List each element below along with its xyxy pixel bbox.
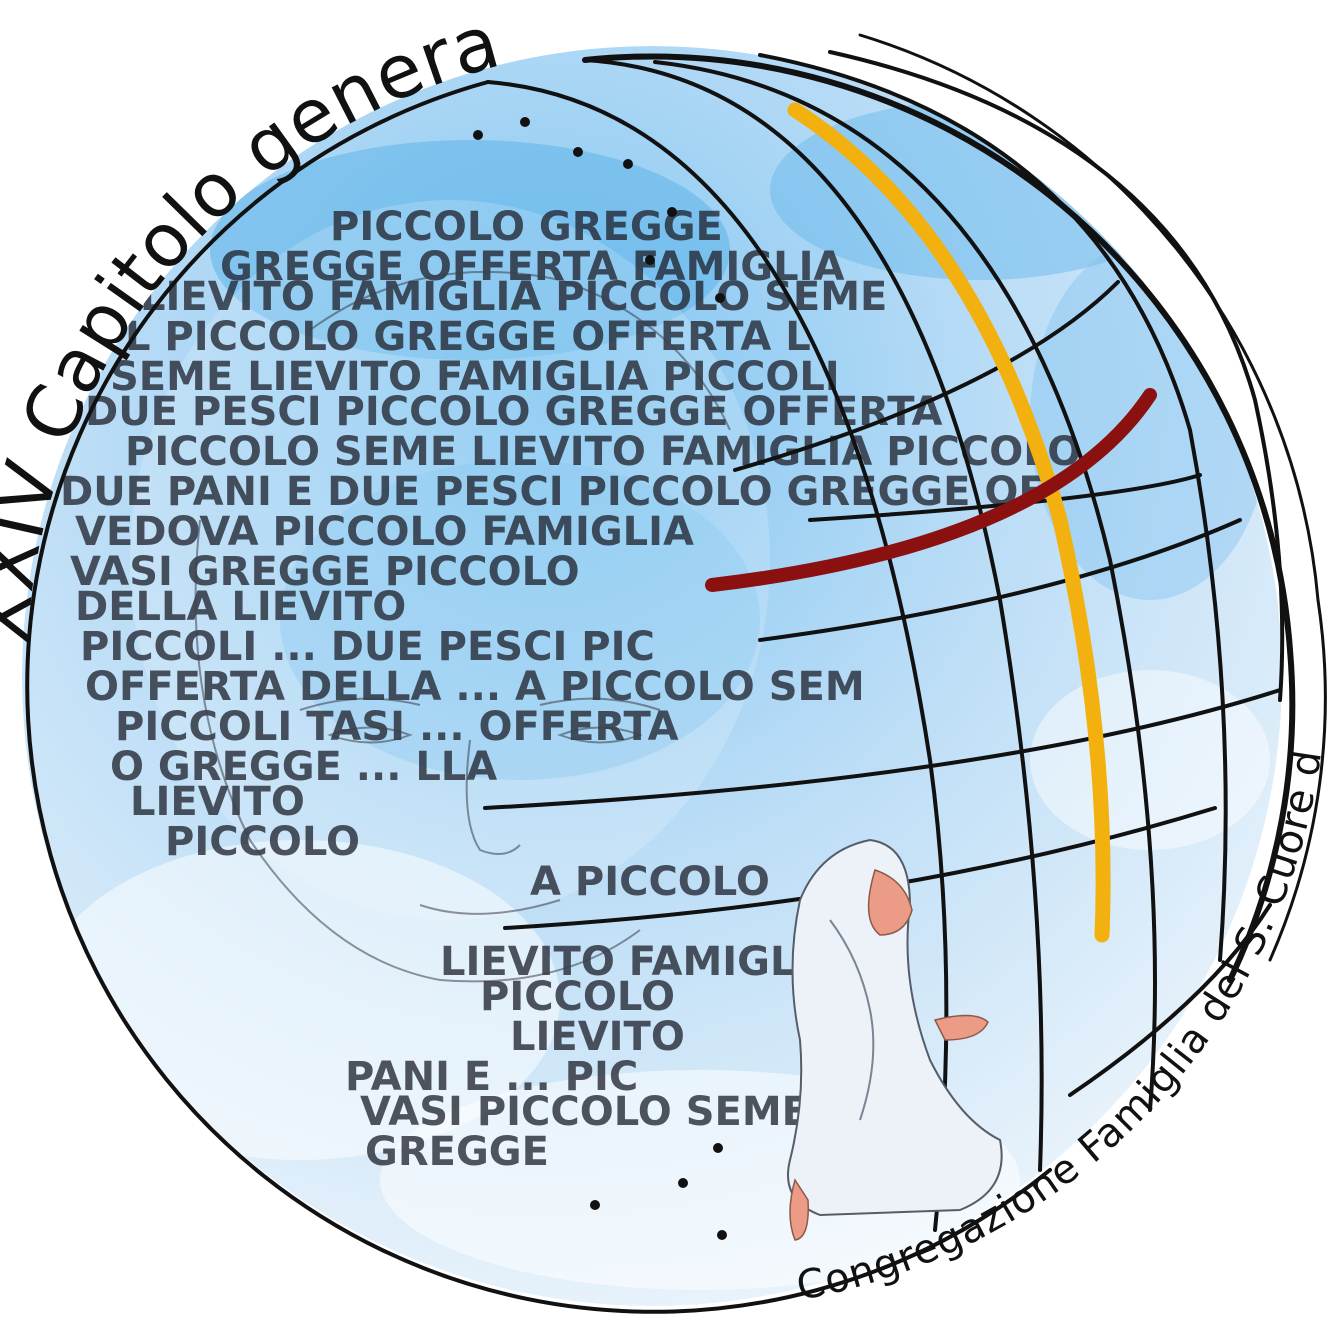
word-line: VASI PICCOLO SEME: [360, 1089, 809, 1135]
word-line: L PICCOLO GREGGE OFFERTA L: [125, 314, 811, 360]
globe-outline: [25, 33, 1327, 1314]
word-line: A PICCOLO: [530, 859, 770, 905]
word-line: LIEVITO: [510, 1014, 685, 1060]
word-line: PICCOLO: [480, 974, 675, 1020]
word-line: SEME LIEVITO FAMIGLIA PICCOLI: [110, 354, 840, 400]
word-line: GREGGE: [365, 1129, 549, 1175]
word-line: DUE PESCI PICCOLO GREGGE OFFERTA: [85, 389, 942, 435]
word-line: O GREGGE ... LLA: [110, 744, 497, 790]
word-line: LIEVITO FAMIGLIA: [440, 939, 841, 985]
word-line: PICCOLO SEME LIEVITO FAMIGLIA PICCOLO: [125, 429, 1081, 475]
word-line: VASI GREGGE PICCOLO: [70, 549, 580, 595]
word-line: PICCOLO GREGGE: [330, 204, 723, 250]
word-line: GREGGE OFFERTA FAMIGLIA: [220, 244, 844, 290]
word-line: LIEVITO: [130, 779, 305, 825]
word-line: DUE PANI E DUE PESCI PICCOLO GREGGE OF: [60, 469, 1046, 515]
dotted-arc: [473, 117, 727, 1240]
word-line: DELLA LIEVITO: [75, 584, 406, 630]
globe-meridians: [486, 50, 1285, 1232]
yellow-arc: [787, 102, 1111, 943]
word-line: VEDOVA PICCOLO FAMIGLIA: [75, 509, 694, 555]
portrait-word-art: PICCOLO GREGGE GREGGE OFFERTA FAMIGLIA L…: [60, 200, 1081, 1175]
globe-sky: [22, 46, 1282, 1306]
word-line: OFFERTA DELLA ... A PICCOLO SEM: [85, 664, 865, 710]
word-line: PANI E ... PIC: [345, 1054, 638, 1100]
praying-figure: [787, 838, 1003, 1241]
word-line: LIEVITO FAMIGLIA PICCOLO SEME: [140, 274, 887, 320]
red-arc: [705, 388, 1157, 592]
word-line: PICCOLI ... DUE PESCI PIC: [80, 624, 655, 670]
